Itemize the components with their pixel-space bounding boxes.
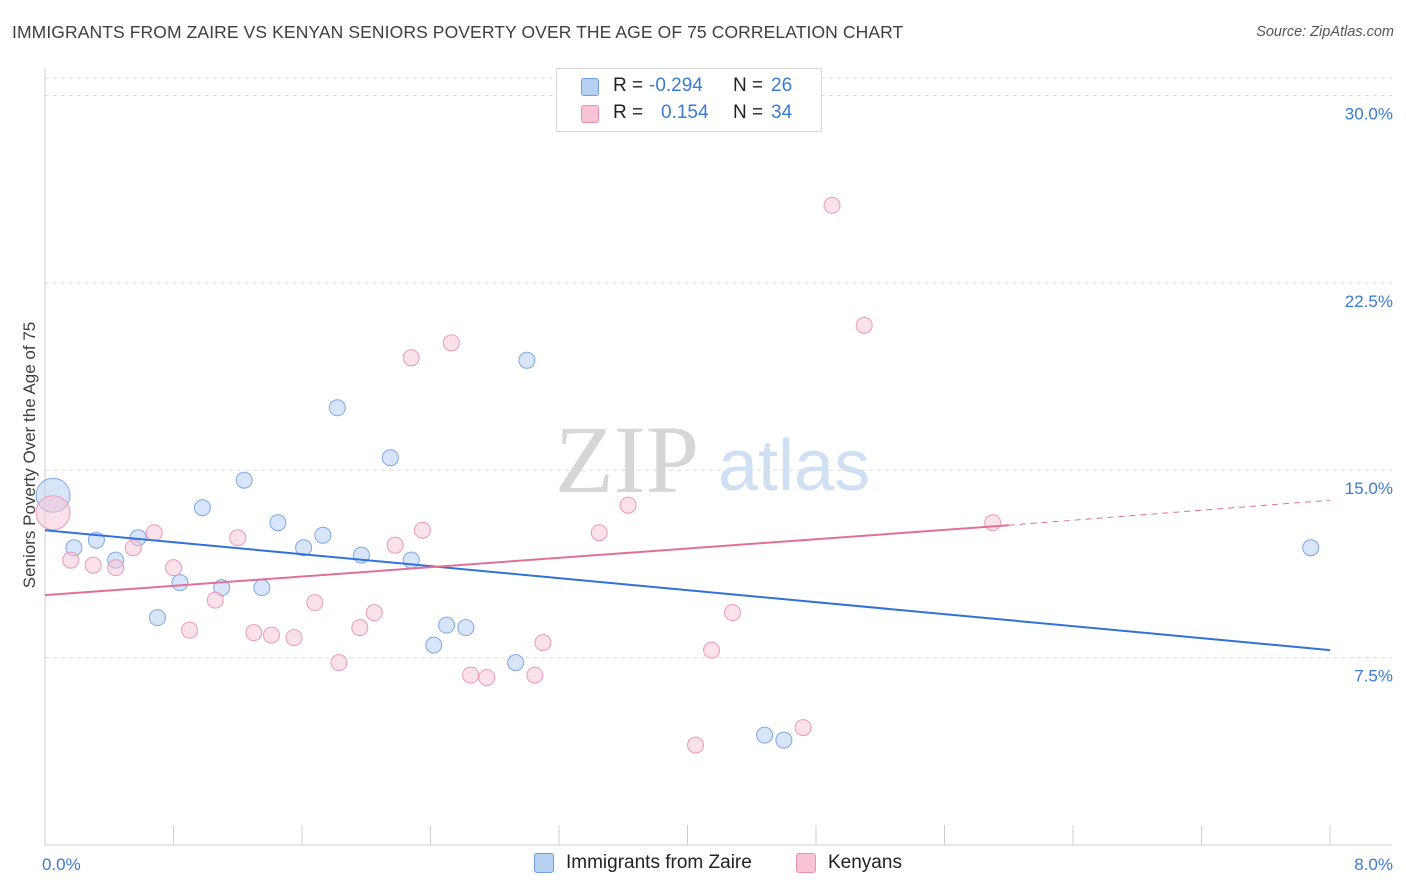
zaire-point — [269, 514, 287, 532]
kenyan-point — [703, 641, 721, 659]
pink-swatch-icon — [581, 105, 599, 123]
y-tick-label: 15.0% — [1345, 479, 1393, 498]
kenyan-trend-line — [44, 524, 1009, 597]
zaire-point — [381, 449, 399, 467]
kenyan-point — [165, 559, 182, 577]
trend-lines — [44, 499, 1331, 652]
x-tick-label: 0.0% — [42, 855, 81, 874]
kenyan-point — [365, 604, 383, 622]
r-label: R = — [613, 75, 644, 96]
legend-item-kenyans[interactable]: Kenyans — [796, 852, 916, 878]
zaire-point — [1302, 539, 1320, 557]
data-points — [35, 196, 1320, 754]
zaire-point — [756, 726, 774, 744]
zaire-point — [775, 731, 793, 749]
kenyan-point — [107, 559, 125, 577]
kenyan-point — [687, 736, 705, 754]
kenyan-point — [245, 624, 263, 642]
zaire-point — [457, 619, 475, 637]
kenyan-point — [285, 629, 303, 647]
stats-row-pink: R = 0.154 N = 34 — [557, 102, 821, 128]
zaire-trend-line — [44, 529, 1331, 652]
kenyan-point — [181, 621, 199, 639]
pink-n-value: 34 — [771, 102, 793, 123]
y-tick-label: 7.5% — [1354, 667, 1393, 686]
legend-item-zaire[interactable]: Immigrants from Zaire — [534, 852, 774, 878]
pink-r-value: 0.154 — [661, 102, 709, 123]
kenyan-point — [351, 619, 369, 637]
legend-label-zaire: Immigrants from Zaire — [566, 852, 752, 873]
kenyan-point — [855, 316, 873, 334]
kenyan-point — [124, 539, 142, 557]
kenyan-point — [386, 536, 404, 554]
zaire-point — [148, 609, 166, 627]
pink-legend-swatch-icon — [796, 853, 816, 873]
zaire-point — [295, 539, 313, 557]
chart-title: IMMIGRANTS FROM ZAIRE VS KENYAN SENIORS … — [12, 22, 904, 42]
kenyan-point — [526, 666, 544, 684]
watermark-zip: ZIP — [555, 406, 699, 513]
kenyan-point — [145, 524, 163, 542]
x-tick-label: 8.0% — [1354, 855, 1393, 874]
blue-n-value: 26 — [771, 75, 793, 96]
kenyan-point — [413, 521, 431, 539]
tick-labels: 7.5% 15.0% 22.5% 30.0% 0.0% 8.0% — [42, 104, 1393, 874]
gridlines — [45, 77, 1392, 659]
kenyan-point — [590, 524, 608, 542]
stats-box: R = -0.294 N = 26 R = 0.154 N = 34 — [556, 68, 822, 132]
zaire-point — [518, 351, 536, 369]
y-tick-label: 22.5% — [1345, 292, 1393, 311]
kenyan-point — [723, 604, 741, 622]
n-label: N = — [733, 75, 764, 96]
zaire-point — [328, 399, 346, 417]
legend-label-kenyans: Kenyans — [828, 852, 902, 873]
y-tick-label: 30.0% — [1345, 104, 1393, 123]
zaire-point — [314, 526, 332, 544]
r-label: R = — [613, 102, 644, 123]
kenyan-point — [534, 634, 552, 652]
kenyan-point — [794, 719, 812, 737]
kenyan-point — [984, 514, 1002, 532]
kenyan-point — [823, 196, 841, 214]
kenyan-point — [619, 496, 637, 514]
kenyan-point — [84, 556, 102, 574]
kenyan-point — [35, 495, 71, 531]
kenyan-point — [330, 654, 348, 672]
kenyan-point — [442, 334, 460, 352]
zaire-point — [438, 616, 456, 634]
kenyan-point — [306, 594, 324, 612]
kenyan-trend-extension — [1008, 499, 1331, 526]
kenyan-point — [462, 666, 480, 684]
zaire-point — [425, 636, 443, 654]
zaire-point — [235, 471, 253, 489]
kenyan-point — [262, 626, 280, 644]
watermark-atlas: atlas — [718, 426, 870, 506]
zaire-point — [193, 499, 211, 517]
blue-swatch-icon — [581, 78, 599, 96]
n-label: N = — [733, 102, 764, 123]
stats-row-blue: R = -0.294 N = 26 — [557, 75, 821, 101]
kenyan-point — [229, 529, 247, 547]
kenyan-point — [62, 551, 80, 569]
axes — [44, 68, 1392, 846]
kenyan-point — [402, 349, 420, 367]
blue-r-value: -0.294 — [649, 75, 703, 96]
blue-legend-swatch-icon — [534, 853, 554, 873]
source-label: Source: ZipAtlas.com — [1256, 24, 1394, 40]
y-axis-label: Seniors Poverty Over the Age of 75 — [20, 321, 39, 589]
zaire-point — [171, 574, 189, 592]
kenyan-point — [478, 669, 496, 687]
kenyan-point — [206, 591, 224, 609]
zaire-point — [507, 654, 525, 672]
zaire-point — [253, 579, 271, 597]
